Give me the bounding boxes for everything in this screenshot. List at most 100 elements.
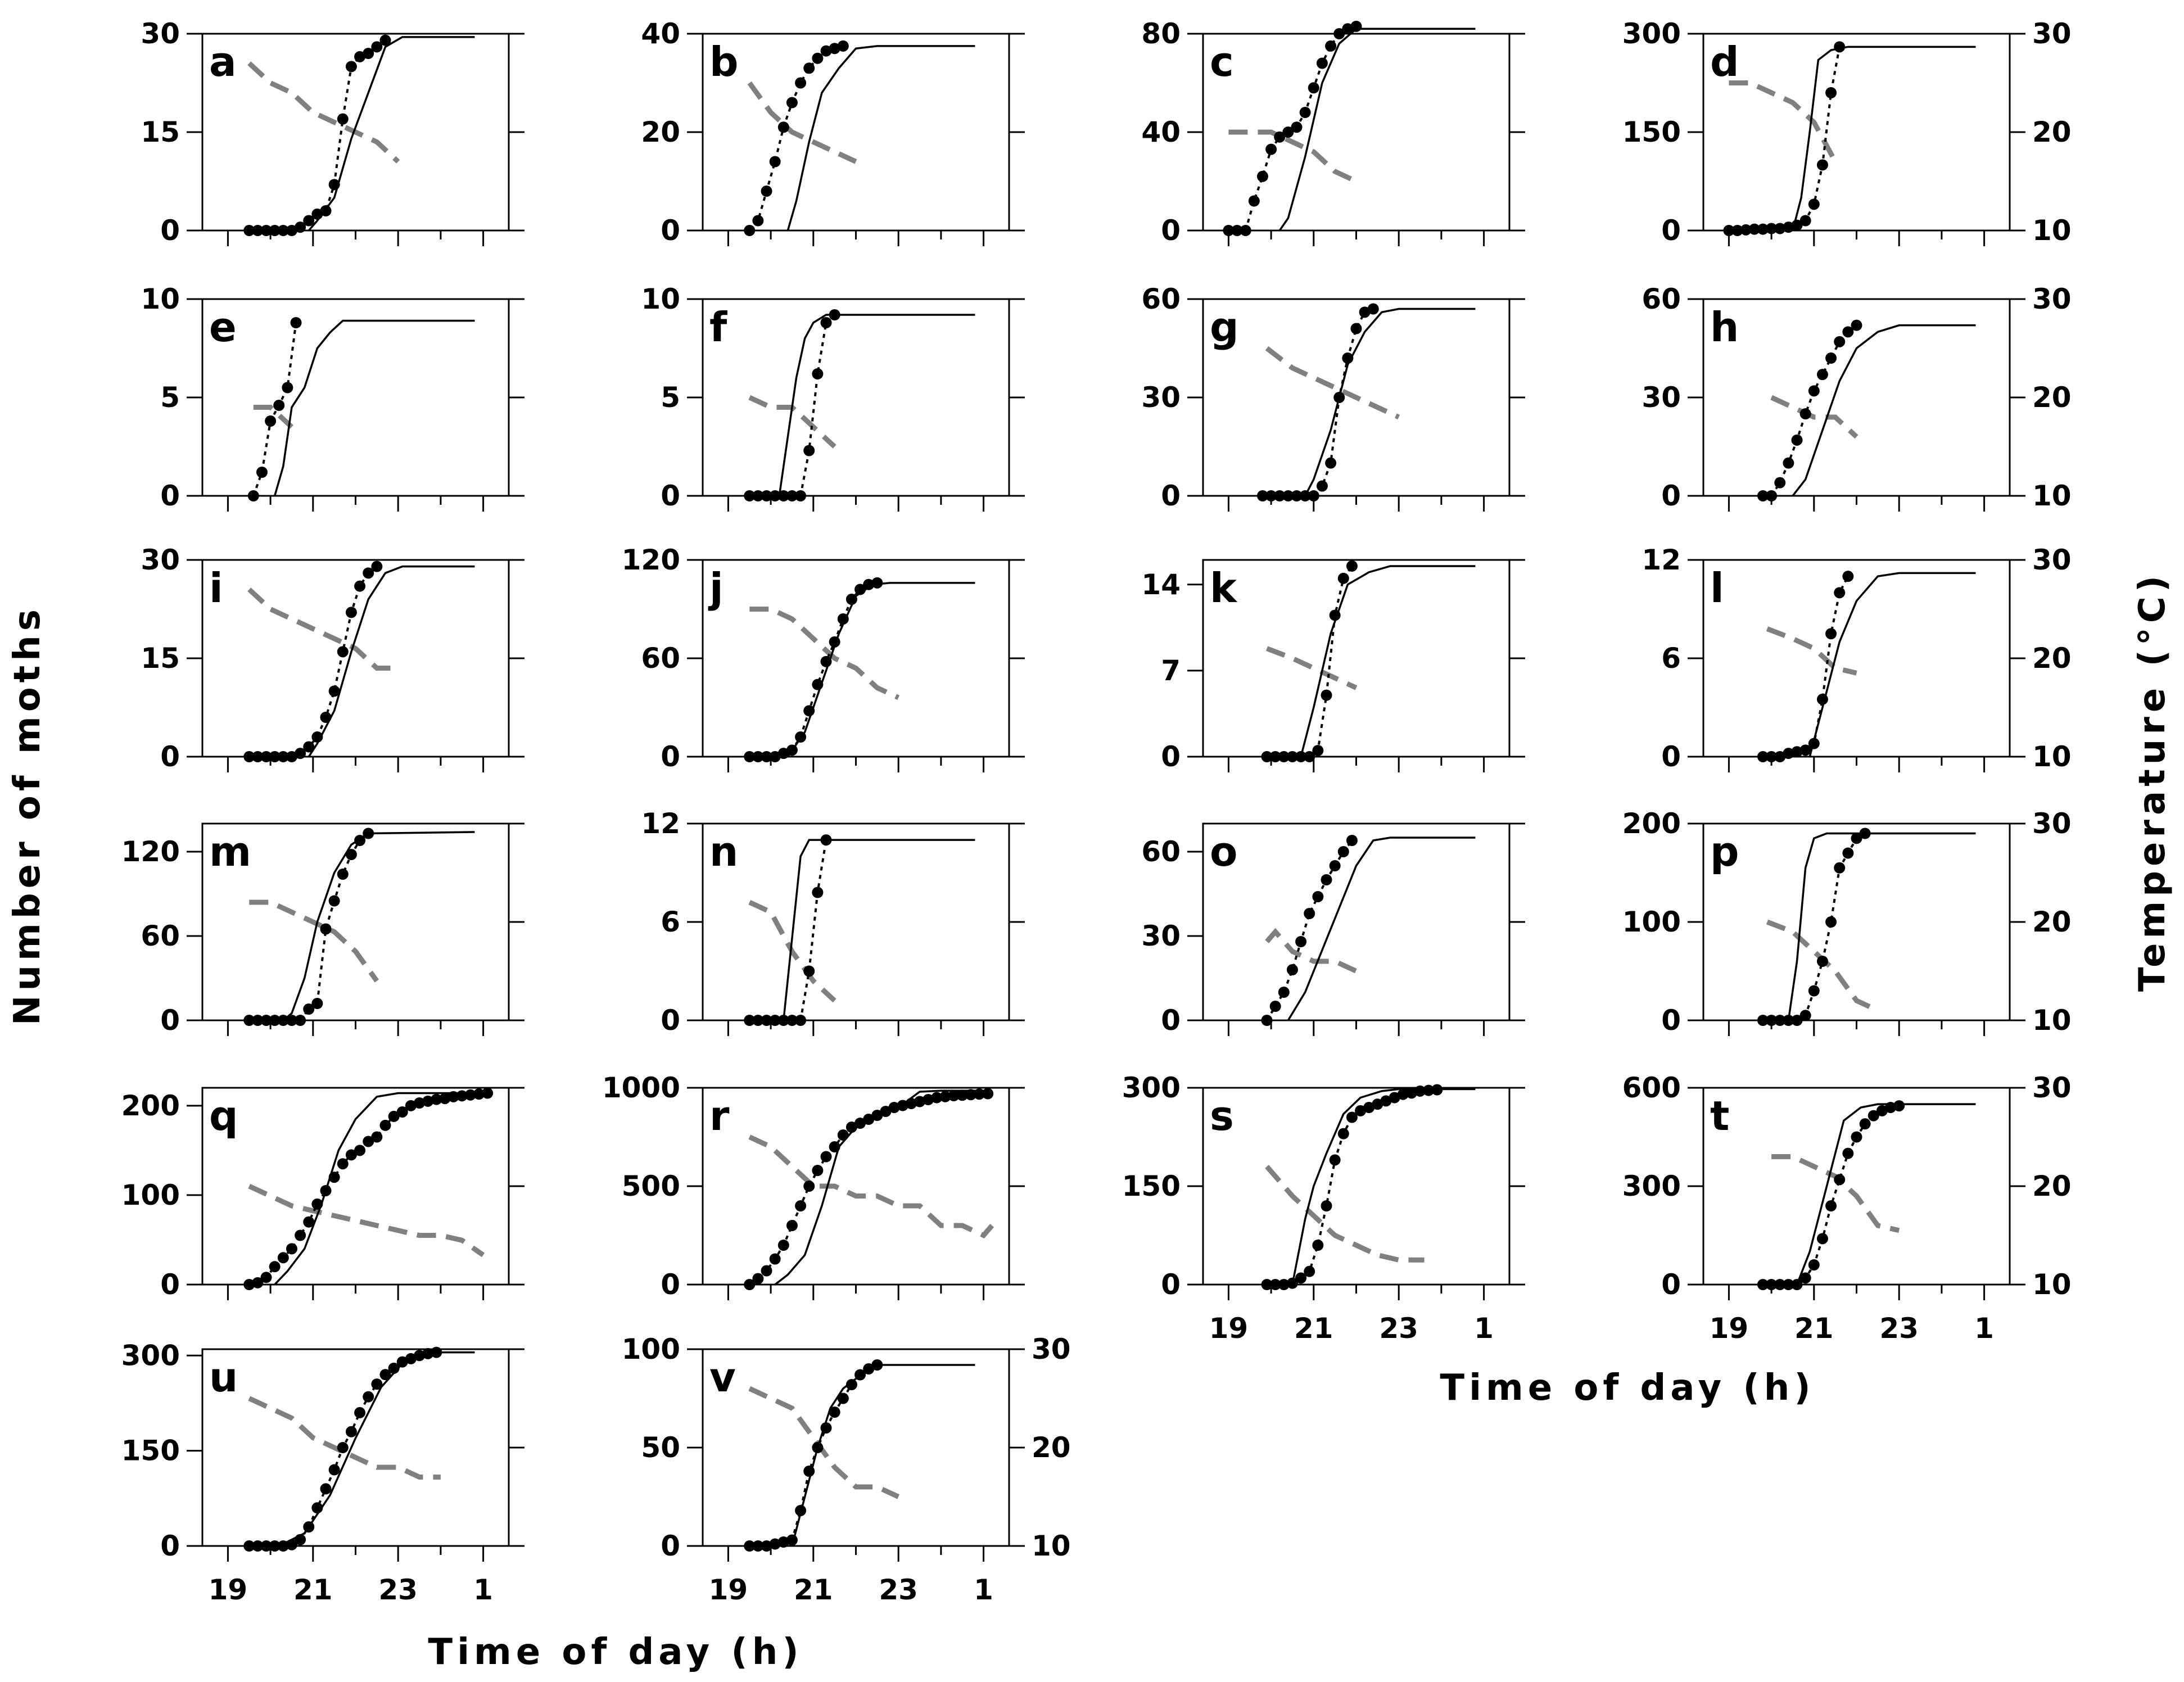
panel-letter: d bbox=[1710, 38, 1739, 85]
observed-point bbox=[854, 1118, 866, 1129]
observed-point bbox=[252, 1277, 264, 1288]
observed-point bbox=[252, 1540, 264, 1552]
model-line bbox=[786, 582, 975, 757]
observed-point bbox=[286, 751, 297, 762]
observed-point bbox=[303, 741, 315, 753]
observed-point bbox=[247, 490, 259, 501]
observed-point bbox=[388, 1362, 400, 1374]
observed-point bbox=[1851, 833, 1862, 844]
y-tick-label: 0 bbox=[160, 1004, 180, 1037]
observed-point bbox=[1286, 1277, 1298, 1289]
model-line bbox=[1291, 1088, 1476, 1285]
observed-point bbox=[752, 751, 764, 762]
observed-point bbox=[905, 1098, 917, 1109]
observed-point bbox=[1316, 57, 1328, 69]
temperature-line bbox=[1770, 395, 1859, 439]
temp-tick-label: 20 bbox=[2032, 1170, 2072, 1202]
observed-point bbox=[880, 1106, 892, 1117]
panel-m: 0 60 120 m bbox=[121, 822, 524, 1037]
y-tick-label: 5 bbox=[160, 381, 180, 414]
x-tick-label: 19 bbox=[709, 1574, 748, 1606]
observed-point bbox=[761, 186, 772, 197]
observed-line bbox=[249, 39, 386, 232]
observed-line bbox=[252, 322, 297, 496]
panel-letter: e bbox=[209, 304, 237, 351]
y-tick-label: 60 bbox=[1642, 283, 1681, 315]
temp-tick-label: 10 bbox=[2032, 480, 2072, 512]
panel-letter: j bbox=[708, 564, 724, 612]
observed-point bbox=[1316, 480, 1328, 492]
observed-point bbox=[803, 62, 815, 74]
observed-point bbox=[1808, 1259, 1820, 1270]
observed-point bbox=[1766, 1279, 1778, 1290]
temperature-line bbox=[253, 405, 294, 429]
observed-point bbox=[243, 1540, 255, 1552]
observed-point bbox=[1757, 1015, 1769, 1026]
temperature-line bbox=[1265, 928, 1358, 974]
y-tick-label: 0 bbox=[1661, 480, 1681, 512]
observed-point bbox=[1757, 490, 1769, 501]
model-line bbox=[1792, 324, 1976, 497]
model-line bbox=[308, 565, 475, 757]
y-tick-label: 100 bbox=[622, 1333, 680, 1366]
model-line bbox=[1278, 28, 1476, 231]
temperature-line bbox=[748, 1386, 900, 1499]
observed-point bbox=[1816, 956, 1828, 967]
observed-point bbox=[379, 1119, 391, 1131]
observed-point bbox=[345, 607, 357, 618]
panel-a: 0 15 30 a bbox=[141, 17, 524, 247]
y-tick-label: 6 bbox=[1661, 642, 1681, 675]
observed-point bbox=[277, 1252, 289, 1264]
observed-point bbox=[252, 225, 264, 236]
observed-point bbox=[769, 1253, 781, 1265]
temp-tick-label: 20 bbox=[1032, 1431, 1071, 1464]
y-tick-label: 300 bbox=[121, 1339, 180, 1372]
observed-point bbox=[363, 1136, 374, 1147]
y-tick-label: 200 bbox=[1622, 807, 1681, 840]
observed-point bbox=[1274, 131, 1286, 143]
temp-tick-label: 10 bbox=[2032, 1004, 2072, 1037]
model-line bbox=[783, 839, 975, 1021]
observed-point bbox=[1295, 936, 1307, 947]
observed-point bbox=[345, 1149, 357, 1161]
observed-point bbox=[1329, 1154, 1341, 1166]
observed-point bbox=[1291, 490, 1303, 501]
observed-point bbox=[295, 1534, 306, 1545]
y-tick-label: 0 bbox=[160, 1530, 180, 1562]
temp-tick-label: 30 bbox=[1032, 1333, 1071, 1366]
observed-point bbox=[1321, 689, 1332, 701]
observed-point bbox=[1380, 1095, 1392, 1107]
y-tick-label: 60 bbox=[1141, 835, 1181, 868]
observed-point bbox=[786, 1534, 798, 1546]
observed-point bbox=[786, 744, 798, 756]
panel-letter: u bbox=[209, 1354, 238, 1401]
observed-point bbox=[311, 731, 323, 743]
temp-tick-label: 30 bbox=[2032, 807, 2072, 840]
observed-point bbox=[311, 1502, 323, 1514]
observed-point bbox=[1337, 846, 1349, 857]
x-tick-label: 23 bbox=[1879, 1312, 1919, 1345]
x-tick-label: 21 bbox=[794, 1574, 833, 1606]
panel-letter: f bbox=[709, 304, 727, 351]
observed-point bbox=[854, 584, 866, 595]
observed-point bbox=[1799, 1272, 1811, 1284]
observed-point bbox=[744, 751, 756, 762]
observed-point bbox=[1231, 225, 1243, 236]
observed-point bbox=[1261, 1015, 1273, 1026]
observed-point bbox=[829, 1141, 840, 1152]
observed-point bbox=[769, 156, 781, 168]
observed-point bbox=[1261, 751, 1273, 762]
observed-point bbox=[277, 225, 289, 236]
observed-point bbox=[829, 309, 840, 320]
observed-point bbox=[1774, 477, 1786, 489]
observed-point bbox=[320, 205, 332, 216]
observed-point bbox=[1774, 1279, 1786, 1290]
temperature-line bbox=[1771, 1154, 1900, 1233]
observed-point bbox=[1834, 336, 1846, 347]
observed-point bbox=[439, 1093, 451, 1105]
observed-point bbox=[337, 869, 349, 880]
observed-point bbox=[1312, 1240, 1324, 1251]
observed-point bbox=[354, 51, 366, 62]
panel-k: 0 7 14 k bbox=[1141, 559, 1525, 773]
